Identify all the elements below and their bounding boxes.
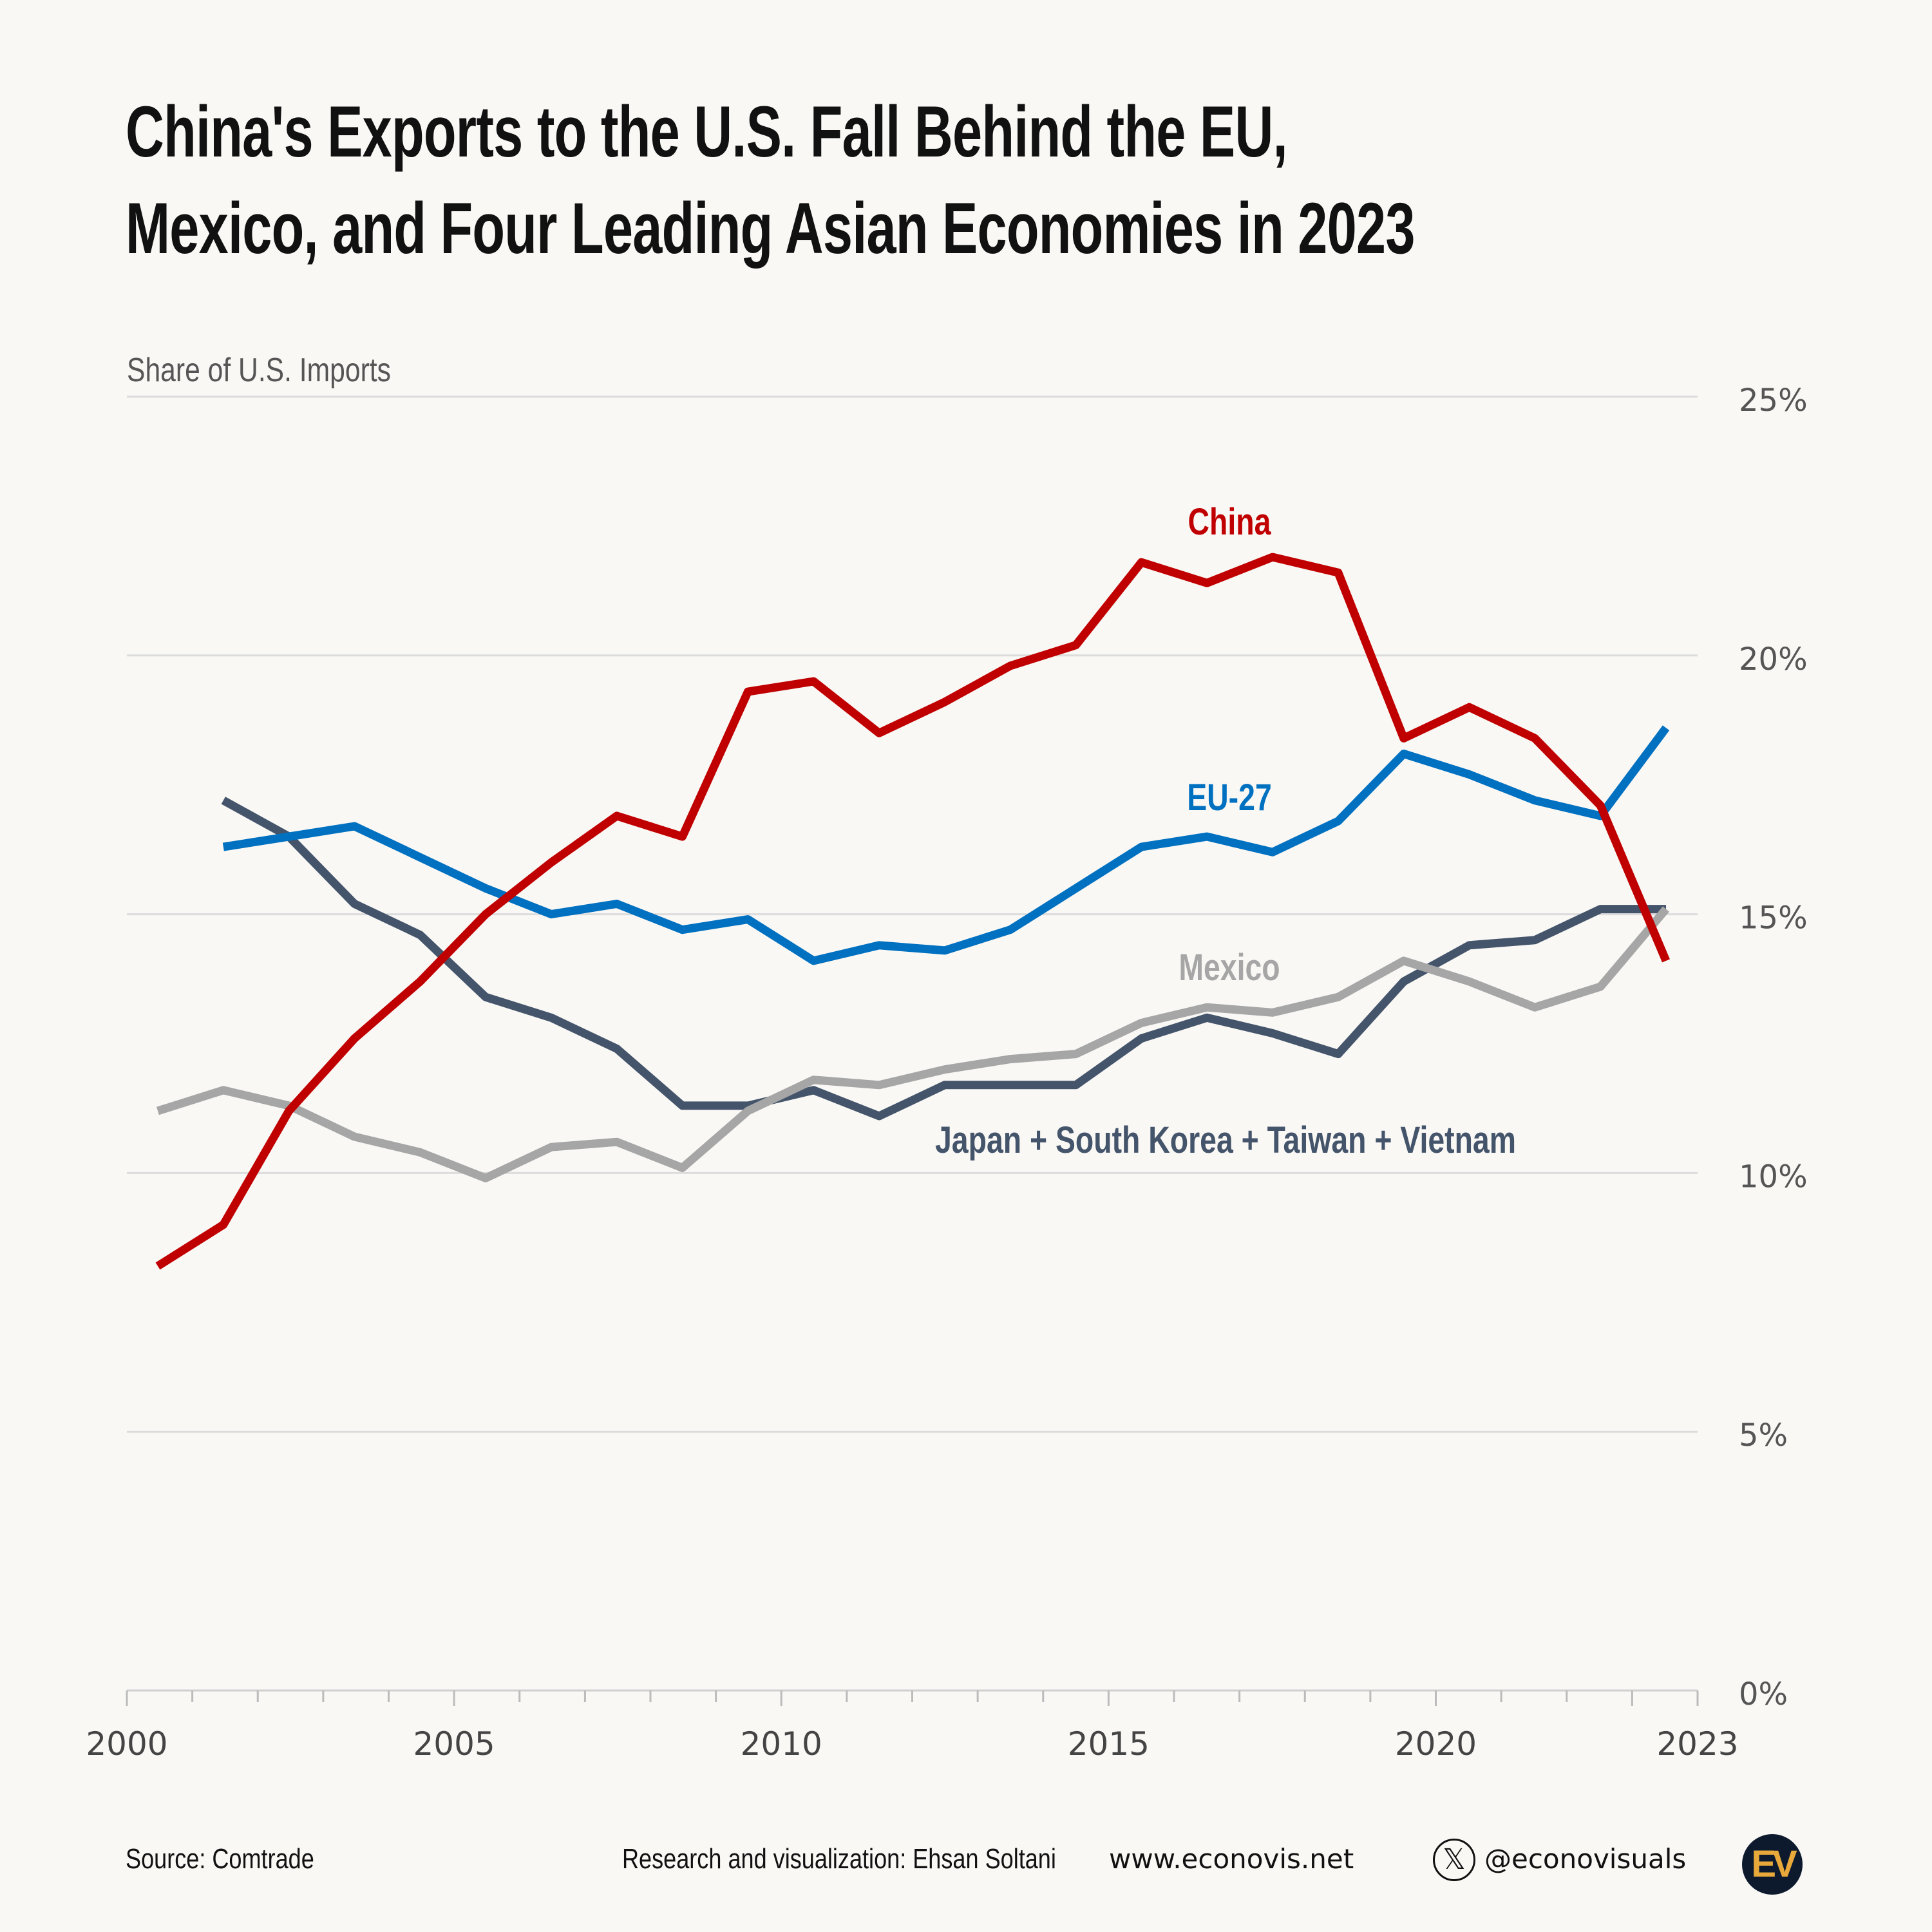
series-label: EU-27 — [1187, 777, 1272, 819]
credit-text: Research and visualization: Ehsan Soltan… — [622, 1843, 1056, 1875]
series-line-mexico — [156, 906, 1669, 1182]
x-tick-label: 2023 — [1656, 1725, 1738, 1763]
y-tick-label: 0% — [1739, 1676, 1788, 1712]
y-tick-label: 25% — [1739, 383, 1808, 419]
title-line-2: Mexico, and Four Leading Asian Economies… — [126, 188, 1415, 269]
series-label: Mexico — [1179, 947, 1280, 989]
y-tick-label: 5% — [1739, 1417, 1788, 1454]
chart-title: China's Exports to the U.S. Fall Behind … — [126, 84, 1415, 277]
y-tick-label: 10% — [1739, 1159, 1808, 1195]
source-text: Source: Comtrade — [126, 1843, 314, 1875]
y-tick-label: 15% — [1739, 900, 1808, 936]
series-label: Japan + South Korea + Taiwan + Vietnam — [935, 1119, 1516, 1161]
series-line-china — [155, 553, 1670, 1270]
series-line-eu-27 — [222, 725, 1670, 965]
handle-link[interactable]: @econovisuals — [1484, 1843, 1687, 1875]
x-twitter-icon: 𝕏 — [1433, 1839, 1475, 1881]
title-line-1: China's Exports to the U.S. Fall Behind … — [126, 91, 1288, 172]
econovis-logo: EV — [1742, 1834, 1803, 1895]
x-tick-label: 2015 — [1068, 1725, 1150, 1763]
y-tick-label: 20% — [1739, 641, 1808, 677]
x-tick-label: 2010 — [741, 1725, 822, 1763]
y-axis-label: Share of U.S. Imports — [127, 352, 391, 389]
x-tick-label: 2005 — [413, 1725, 495, 1763]
website-link[interactable]: www.econovis.net — [1109, 1843, 1354, 1875]
x-tick-label: 2020 — [1395, 1725, 1477, 1763]
series-label: China — [1188, 501, 1272, 543]
x-tick-label: 2000 — [86, 1725, 167, 1763]
